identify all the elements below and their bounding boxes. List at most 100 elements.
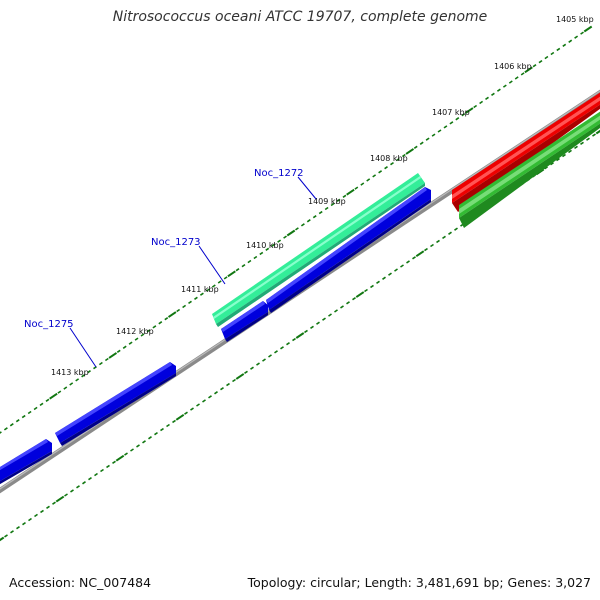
gene-label-noc-1275[interactable]: Noc_1275 xyxy=(24,319,74,330)
outer-tick xyxy=(0,431,2,434)
inner-tick xyxy=(16,526,20,530)
inner-tick xyxy=(115,454,125,462)
outer-tick xyxy=(550,51,555,56)
outer-tick xyxy=(271,243,276,247)
inner-tick xyxy=(382,276,386,280)
inner-tick xyxy=(124,452,128,456)
gene-noc-1273[interactable] xyxy=(221,301,268,342)
inner-tick xyxy=(40,509,44,514)
gene-blue-long[interactable] xyxy=(266,187,431,313)
outer-tick xyxy=(443,125,448,129)
inner-tick xyxy=(172,419,176,424)
inner-tick xyxy=(46,505,50,509)
inner-tick xyxy=(88,476,92,481)
scale-label-1411: 1411 kbp xyxy=(181,285,219,294)
inner-tick xyxy=(196,403,200,407)
inner-tick xyxy=(256,362,260,366)
inner-tick xyxy=(112,460,116,464)
inner-tick xyxy=(292,337,296,342)
inner-tick xyxy=(154,431,158,436)
inner-tick xyxy=(352,297,356,301)
scale-label-1406: 1406 kbp xyxy=(494,62,532,71)
outer-tick xyxy=(247,259,252,264)
outer-tick xyxy=(199,292,204,296)
inner-tick xyxy=(316,321,320,325)
gene-noc-1275[interactable] xyxy=(55,362,176,446)
outer-tick xyxy=(583,25,593,33)
outer-tick xyxy=(413,145,418,149)
inner-tick xyxy=(394,268,398,272)
outer-tick xyxy=(205,288,210,292)
outer-tick xyxy=(491,92,495,96)
inner-tick xyxy=(160,427,164,432)
outer-tick xyxy=(167,311,177,318)
gene-label-noc-1272[interactable]: Noc_1272 xyxy=(254,168,304,179)
inner-tick xyxy=(424,247,428,252)
outer-tick xyxy=(140,333,145,337)
inner-tick xyxy=(64,493,68,497)
outer-tick xyxy=(556,47,561,52)
inner-tick xyxy=(208,395,212,399)
outer-tick xyxy=(312,215,317,219)
inner-tick xyxy=(442,235,446,240)
inner-tick xyxy=(436,239,440,244)
outer-tick xyxy=(390,161,394,166)
inner-tick xyxy=(136,444,140,448)
inner-tick xyxy=(310,325,314,329)
inner-tick xyxy=(34,513,38,518)
outer-tick xyxy=(188,300,192,305)
outer-tick xyxy=(9,423,14,427)
inner-tick xyxy=(370,284,374,289)
scale-labels: 1405 kbp 1406 kbp 1407 kbp 1408 kbp 1409… xyxy=(51,15,594,377)
outer-tick xyxy=(134,337,139,341)
inner-tick xyxy=(76,485,80,489)
outer-tick xyxy=(87,370,91,374)
outer-tick xyxy=(277,239,282,243)
inner-tick xyxy=(235,373,245,380)
scale-label-1412: 1412 kbp xyxy=(116,327,154,336)
outer-tick xyxy=(449,121,454,125)
gene-label-noc-1273[interactable]: Noc_1273 xyxy=(151,237,201,248)
inner-tick xyxy=(4,534,8,538)
inner-tick xyxy=(574,145,578,150)
outer-tick xyxy=(330,202,335,207)
gene-noc-1272[interactable] xyxy=(212,173,425,327)
outer-tick-row xyxy=(0,25,593,434)
outer-tick xyxy=(524,66,533,74)
inner-tick xyxy=(0,536,5,542)
inner-tick xyxy=(295,332,305,339)
inner-tick xyxy=(586,137,590,141)
outer-tick xyxy=(164,317,169,321)
inner-tick xyxy=(304,329,308,334)
inner-tick xyxy=(220,387,224,391)
accession-text: Accession: NC_007484 xyxy=(9,575,152,590)
outer-tick xyxy=(227,270,236,278)
outer-tick xyxy=(98,361,103,366)
gene-blue-edge[interactable] xyxy=(0,439,52,487)
inner-tick xyxy=(28,517,32,522)
outer-tick xyxy=(176,308,181,313)
outer-tick xyxy=(108,352,118,359)
outer-tick xyxy=(384,166,388,170)
inner-tick xyxy=(94,472,98,477)
outer-tick xyxy=(21,414,26,419)
outer-tick xyxy=(194,296,198,300)
scale-label-1413: 1413 kbp xyxy=(51,368,89,377)
inner-tick xyxy=(52,501,56,505)
outer-tick xyxy=(265,247,270,251)
outer-tick xyxy=(63,386,68,390)
outer-tick xyxy=(336,198,341,203)
outer-tick xyxy=(437,129,442,133)
outer-tick xyxy=(455,117,460,121)
inner-tick xyxy=(346,301,350,305)
inner-tick xyxy=(595,129,600,135)
outer-tick xyxy=(217,280,222,284)
outer-tick xyxy=(182,304,187,309)
outer-tick xyxy=(514,76,519,80)
outer-tick xyxy=(479,100,484,105)
outer-tick xyxy=(425,137,430,141)
outer-tick xyxy=(502,84,507,88)
outer-tick xyxy=(568,39,573,43)
outer-tick xyxy=(15,419,20,423)
outer-tick xyxy=(419,141,424,145)
